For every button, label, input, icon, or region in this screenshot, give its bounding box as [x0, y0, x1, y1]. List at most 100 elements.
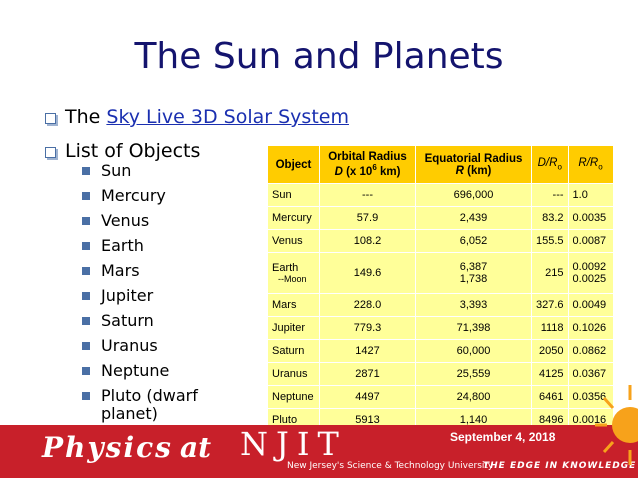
- table-cell: Venus: [267, 229, 320, 253]
- sub-bullet: Sun: [82, 162, 232, 180]
- table-cell: 0.0092 0.0025: [567, 252, 614, 294]
- table-cell: 0.1026: [567, 316, 614, 340]
- table-cell: Neptune: [267, 385, 320, 409]
- table-cell: Jupiter: [267, 316, 320, 340]
- table-cell: 3,393: [415, 293, 532, 317]
- cell-text: 779.3: [353, 322, 382, 334]
- cell-text: Venus: [272, 235, 303, 247]
- header-text: (km): [467, 164, 492, 177]
- cell-text: 215: [545, 267, 564, 279]
- sub-bullet: Jupiter: [82, 287, 232, 305]
- table-cell: ---: [319, 183, 416, 207]
- table-cell: 215: [531, 252, 569, 294]
- brand: NJIT: [240, 425, 347, 463]
- cell-text: 108.2: [353, 235, 382, 247]
- cell-text: Mercury: [272, 212, 312, 224]
- cell-text: 25,559: [456, 368, 491, 380]
- bullet-text: The: [65, 106, 101, 128]
- header-text: Orbital Radius: [328, 151, 407, 164]
- table-cell: 6,052: [415, 229, 532, 253]
- cell-text: Saturn: [272, 345, 305, 357]
- cell-text: 60,000: [456, 345, 491, 357]
- table-cell: 155.5: [531, 229, 569, 253]
- cell-text: 83.2: [542, 212, 564, 224]
- table-cell: Saturn: [267, 339, 320, 363]
- cell-text: ---: [362, 189, 373, 201]
- cell-text: 24,800: [456, 391, 491, 403]
- table-cell: 60,000: [415, 339, 532, 363]
- table-row: Mercury 57.9 2,439 83.2 0.0035: [267, 206, 614, 230]
- sub-bullet: Neptune: [82, 362, 232, 380]
- link[interactable]: Sky Live 3D Solar System: [106, 106, 349, 128]
- sub-bullet: Earth: [82, 237, 232, 255]
- cell-line: 1,738: [459, 273, 488, 285]
- table-cell: 24,800: [415, 385, 532, 409]
- table-cell: 71,398: [415, 316, 532, 340]
- sub-bullet: Venus: [82, 212, 232, 230]
- cell-text: 0.0356: [572, 391, 607, 403]
- table-cell: 57.9: [319, 206, 416, 230]
- date: September 4, 2018: [450, 430, 556, 444]
- table-cell: 228.0: [319, 293, 416, 317]
- table-cell: 6461: [531, 385, 569, 409]
- header-text: R/R: [578, 157, 599, 170]
- cell-line: --Moon: [278, 274, 307, 284]
- cell-text: 149.6: [353, 267, 382, 279]
- table-cell: 696,000: [415, 183, 532, 207]
- brand: at: [180, 431, 212, 464]
- table-cell: Mars: [267, 293, 320, 317]
- table-row: Uranus 2871 25,559 4125 0.0367: [267, 362, 614, 386]
- cell-text: Mars: [272, 299, 297, 311]
- cell-line: 0.0092: [572, 261, 607, 273]
- table-row: Saturn 1427 60,000 2050 0.0862: [267, 339, 614, 363]
- header-text: 6: [372, 163, 377, 173]
- header-text: D/R: [537, 157, 558, 170]
- table-cell: 779.3: [319, 316, 416, 340]
- table-cell: 0.0035: [567, 206, 614, 230]
- header-cell: Object: [267, 145, 320, 184]
- sub-bullet: Uranus: [82, 337, 232, 355]
- cell-text: 71,398: [456, 322, 491, 334]
- table-cell: 108.2: [319, 229, 416, 253]
- slide-title: The Sun and Planets: [134, 36, 504, 77]
- header-text: (x 10: [346, 165, 373, 178]
- cell-text: 4125: [539, 368, 564, 380]
- cell-text: 0.0049: [572, 299, 607, 311]
- header-text: D: [334, 165, 343, 178]
- table-cell: 2,439: [415, 206, 532, 230]
- header-text: o: [598, 162, 603, 172]
- motto: THE EDGE IN KNOWLEDGE: [483, 461, 637, 471]
- table-cell: 0.0862: [567, 339, 614, 363]
- cell-text: 0.0035: [572, 212, 607, 224]
- footer: Physics at NJIT New Jersey's Science & T…: [0, 425, 638, 478]
- sub-bullet: Mercury: [82, 187, 232, 205]
- table-cell: 149.6: [319, 252, 416, 294]
- cell-text: 1118: [540, 322, 564, 334]
- table-row: Jupiter 779.3 71,398 1118 0.1026: [267, 316, 614, 340]
- data-table: Object Orbital Radius D (x 106 km) Equato…: [267, 145, 614, 432]
- table-row: Sun --- 696,000 --- 1.0: [267, 183, 614, 207]
- table-row: Mars 228.0 3,393 327.6 0.0049: [267, 293, 614, 317]
- header-text: Object: [275, 158, 312, 171]
- cell-text: 2871: [355, 368, 380, 380]
- sub-bullet: Mars: [82, 262, 232, 280]
- table-cell: 0.0356: [567, 385, 614, 409]
- cell-text: 6461: [539, 391, 564, 403]
- cell-text: 0.0862: [572, 345, 607, 357]
- header-text: km): [379, 165, 401, 178]
- table-cell: 327.6: [531, 293, 569, 317]
- cell-text: 0.1026: [572, 322, 607, 334]
- cell-line: 0.0025: [572, 273, 607, 285]
- table-cell: 25,559: [415, 362, 532, 386]
- cell-text: Neptune: [272, 391, 314, 403]
- table-cell: 2050: [531, 339, 569, 363]
- cell-text: 228.0: [353, 299, 382, 311]
- table-row: Earth --Moon 149.6 6,387 1,738 215 0.0092 0.002…: [267, 252, 614, 294]
- cell-text: 3,393: [459, 299, 488, 311]
- cell-text: 0.0367: [572, 368, 607, 380]
- cell-text: ---: [552, 189, 564, 201]
- cell-text: 1427: [355, 345, 380, 357]
- table-cell: 4497: [319, 385, 416, 409]
- table-cell: 83.2: [531, 206, 569, 230]
